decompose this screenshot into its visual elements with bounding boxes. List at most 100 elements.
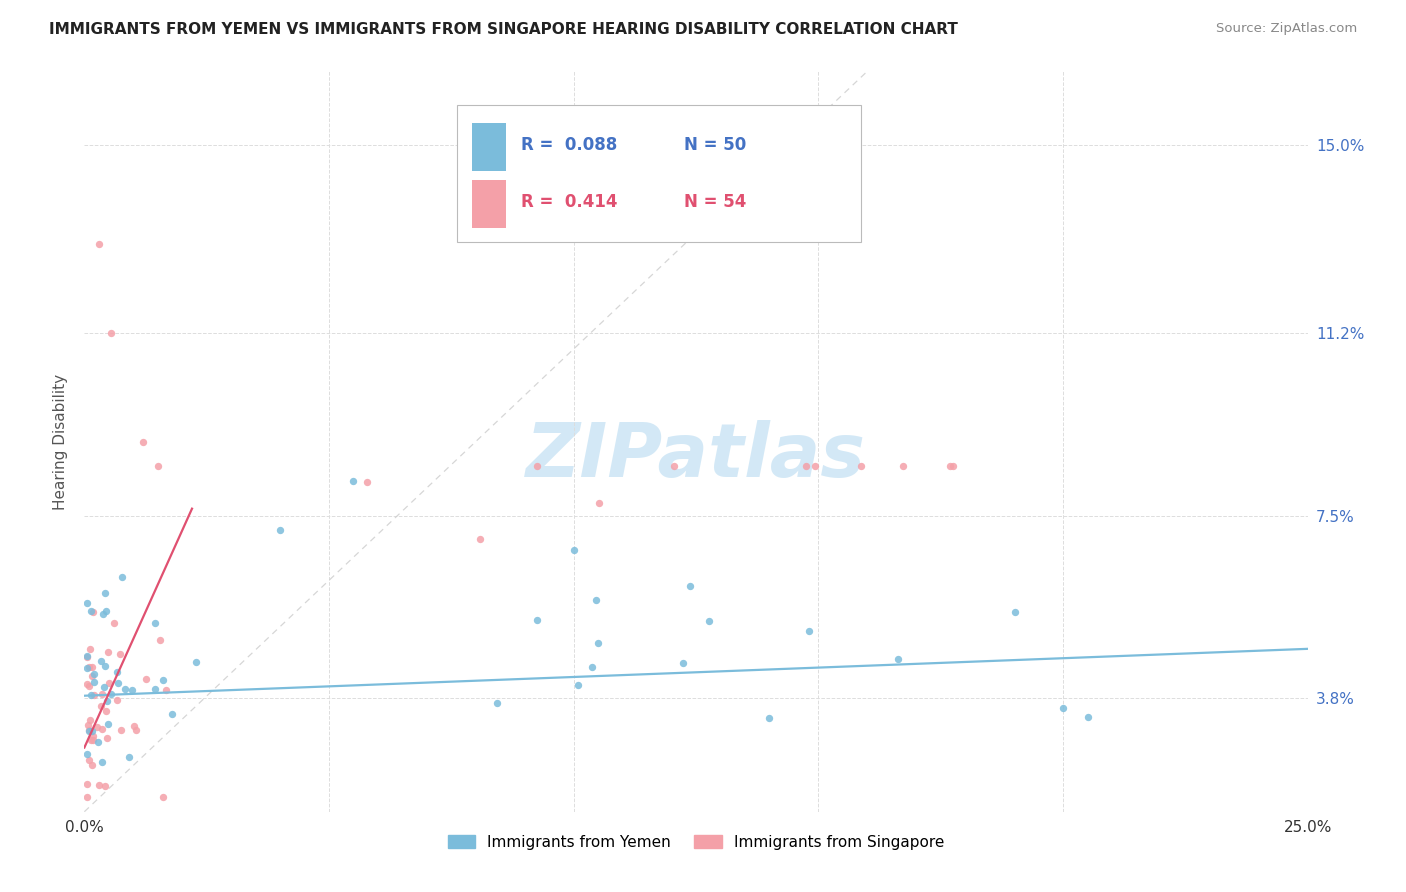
Point <box>82 605 104 619</box>
Point <box>77 753 100 767</box>
Point <box>79 679 101 693</box>
Point <box>90 654 112 668</box>
Point <box>83 688 105 702</box>
Point <box>186 655 208 669</box>
FancyBboxPatch shape <box>472 123 506 171</box>
Point <box>105 665 128 680</box>
Point <box>96 645 118 659</box>
Point <box>105 693 128 707</box>
Point <box>91 722 114 736</box>
Point <box>76 661 98 675</box>
Point <box>356 475 378 490</box>
Point <box>87 778 110 792</box>
Point <box>939 459 962 474</box>
Point <box>79 713 101 727</box>
Point <box>887 652 910 666</box>
Point <box>94 585 117 599</box>
Point <box>118 749 141 764</box>
Point <box>87 734 110 748</box>
Point <box>108 647 131 661</box>
Point <box>96 694 118 708</box>
Text: R =  0.414: R = 0.414 <box>522 194 617 211</box>
Point <box>110 723 132 738</box>
Point <box>849 459 872 474</box>
Point <box>80 688 103 702</box>
Point <box>342 474 364 488</box>
Point <box>94 604 117 618</box>
Point <box>77 660 100 674</box>
Point <box>80 669 103 683</box>
Point <box>664 459 686 474</box>
Point <box>79 732 101 747</box>
Point <box>581 659 603 673</box>
Point <box>97 676 120 690</box>
Point <box>1052 701 1074 715</box>
Point <box>588 496 610 510</box>
Point <box>80 604 103 618</box>
Point <box>797 624 820 638</box>
Point <box>76 649 98 664</box>
Point <box>80 757 103 772</box>
Point <box>135 673 157 687</box>
Point <box>103 616 125 631</box>
Point <box>86 719 108 733</box>
Point <box>91 687 114 701</box>
Point <box>143 615 166 630</box>
Point <box>76 676 98 690</box>
Legend: Immigrants from Yemen, Immigrants from Singapore: Immigrants from Yemen, Immigrants from S… <box>441 829 950 856</box>
Point <box>97 717 120 731</box>
Point <box>567 678 589 692</box>
Point <box>562 543 585 558</box>
Point <box>94 704 117 718</box>
Point <box>83 666 105 681</box>
Text: Source: ZipAtlas.com: Source: ZipAtlas.com <box>1216 22 1357 36</box>
Point <box>146 459 169 474</box>
Point <box>79 723 101 738</box>
Point <box>588 636 610 650</box>
Point <box>76 747 98 762</box>
Text: N = 50: N = 50 <box>683 136 747 154</box>
Point <box>100 687 122 701</box>
Point <box>90 699 112 714</box>
Point <box>794 459 817 474</box>
Point <box>148 632 170 647</box>
Point <box>269 524 291 538</box>
Point <box>672 656 695 670</box>
Point <box>107 676 129 690</box>
Point <box>96 731 118 745</box>
Text: IMMIGRANTS FROM YEMEN VS IMMIGRANTS FROM SINGAPORE HEARING DISABILITY CORRELATIO: IMMIGRANTS FROM YEMEN VS IMMIGRANTS FROM… <box>49 22 957 37</box>
Point <box>468 532 491 546</box>
Point <box>82 733 104 747</box>
Point <box>100 326 122 340</box>
Point <box>83 675 105 690</box>
Point <box>87 237 110 252</box>
Text: ZIPatlas: ZIPatlas <box>526 420 866 493</box>
Point <box>76 777 98 791</box>
FancyBboxPatch shape <box>457 104 860 242</box>
Point <box>111 570 134 584</box>
Point <box>697 614 720 628</box>
Point <box>114 682 136 697</box>
FancyBboxPatch shape <box>472 180 506 228</box>
Point <box>77 723 100 738</box>
Point <box>526 614 548 628</box>
Point <box>93 659 115 673</box>
Point <box>1077 710 1099 724</box>
Point <box>585 593 607 607</box>
Point <box>77 718 100 732</box>
Point <box>155 683 177 698</box>
Point <box>121 683 143 698</box>
Point <box>94 779 117 793</box>
Point <box>678 579 700 593</box>
Point <box>143 681 166 696</box>
Point <box>152 673 174 687</box>
Point <box>942 459 965 474</box>
Point <box>93 680 115 694</box>
Point <box>891 459 914 474</box>
Text: R =  0.088: R = 0.088 <box>522 136 617 154</box>
Text: N = 54: N = 54 <box>683 194 747 211</box>
Point <box>758 711 780 725</box>
Point <box>124 719 146 733</box>
Point <box>76 649 98 664</box>
Point <box>82 660 104 674</box>
